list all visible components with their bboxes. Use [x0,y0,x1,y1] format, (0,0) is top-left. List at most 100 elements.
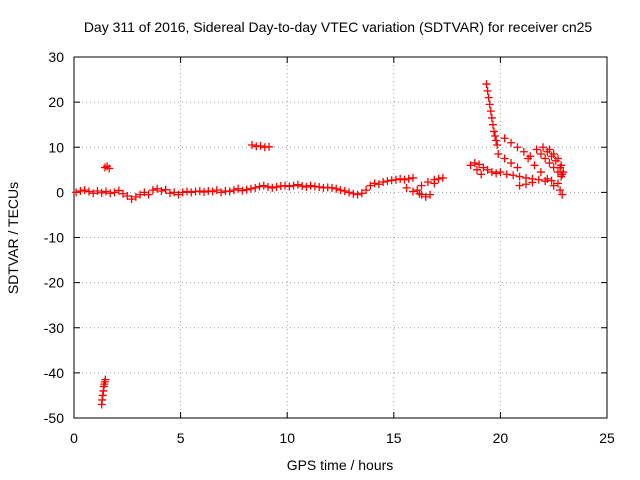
data-point [76,187,84,195]
data-point [328,184,336,192]
data-point [491,132,499,140]
y-tick-label: 20 [48,94,64,110]
data-point [281,182,289,190]
data-point [238,187,246,195]
data-point [166,189,174,197]
data-point [556,186,564,194]
x-tick-label: 20 [493,430,509,446]
data-point [247,185,255,193]
data-point [248,141,256,149]
data-point [531,161,539,169]
data-point [341,187,349,195]
data-point [486,100,494,108]
data-point [487,107,495,115]
series-descending-streaks [494,134,567,198]
x-tick-label: 15 [386,430,402,446]
data-point [516,173,524,181]
data-point [85,187,93,195]
y-tick-label: 0 [56,184,64,200]
data-point [72,188,80,196]
data-point [251,184,259,192]
data-point [513,143,521,151]
data-point [492,169,500,177]
data-point [226,187,234,195]
x-tick-label: 0 [70,430,78,446]
data-point [485,94,493,102]
data-point [501,134,509,142]
y-tick-label: -20 [44,275,64,291]
x-tick-label: 25 [599,430,615,446]
data-point [230,186,238,194]
data-point [98,189,106,197]
series-spike-19h [483,80,502,149]
data-point [409,174,417,182]
data-point [307,182,315,190]
data-point [484,87,492,95]
y-tick-label: -10 [44,230,64,246]
data-point [403,184,411,192]
data-point [558,191,566,199]
data-point [477,170,485,178]
data-point [435,175,443,183]
x-tick-label: 10 [279,430,295,446]
y-tick-label: -30 [44,320,64,336]
x-tick-label: 5 [177,430,185,446]
data-point [315,183,323,191]
tick-marks [74,57,607,418]
data-point [513,164,521,172]
data-point [507,139,515,147]
data-point [413,186,421,194]
data-point [490,127,498,135]
data-point [483,80,491,88]
data-point [354,191,362,199]
data-point [302,183,310,191]
data-point [183,187,191,195]
data-point [418,182,426,190]
y-axis-label: SDTVAR / TECUs [5,182,21,294]
data-point [392,176,400,184]
data-point [257,142,265,150]
data-points [72,80,567,408]
data-point [268,184,276,192]
data-point [290,182,298,190]
data-point [101,164,109,172]
data-point [400,176,408,184]
data-point [102,187,110,195]
series-spike-1.4h [98,376,110,409]
data-point [255,183,263,191]
data-point [285,183,293,191]
x-axis-label: GPS time / hours [287,457,394,473]
data-point [488,114,496,122]
data-point [111,188,119,196]
data-point [81,186,89,194]
data-point [516,182,524,190]
chart-title: Day 311 of 2016, Sidereal Day-to-day VTE… [84,19,593,35]
series-upper-cluster [101,141,562,187]
data-point [260,182,268,190]
data-point [405,175,413,183]
data-point [264,183,272,191]
data-point [383,177,391,185]
y-tick-labels: 30 20 10 0 -10 -20 -30 -40 -50 [44,49,64,426]
data-point [273,183,281,191]
y-tick-label: 30 [48,49,64,65]
x-tick-labels: 0 5 10 15 20 25 [70,430,615,446]
chart: Day 311 of 2016, Sidereal Day-to-day VTE… [0,0,640,480]
data-point [332,185,340,193]
plot-frame [74,57,607,418]
data-point [345,188,353,196]
data-point [294,181,302,189]
data-point [522,180,530,188]
y-tick-label: -50 [44,410,64,426]
data-point [149,186,157,194]
data-point [493,141,501,149]
data-point [507,159,515,167]
data-point [187,188,195,196]
data-point [494,150,502,158]
data-point [520,148,528,156]
data-point [196,187,204,195]
data-point [243,186,251,194]
data-point [537,168,545,176]
data-point [349,190,357,198]
data-point [439,174,447,182]
